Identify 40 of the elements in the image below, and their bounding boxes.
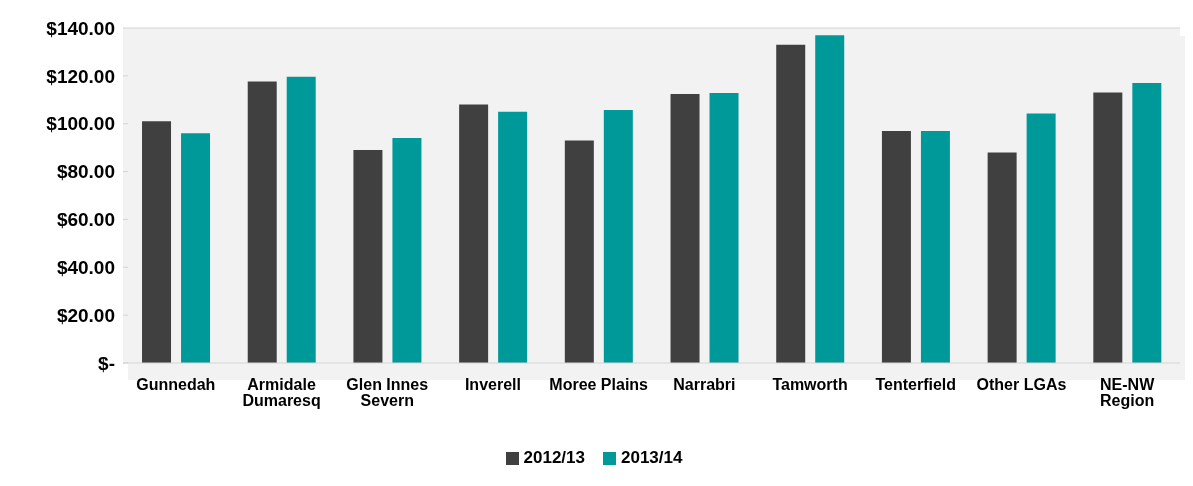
bar — [392, 138, 422, 363]
bar — [142, 121, 172, 363]
bar — [564, 140, 594, 363]
x-tick-label: NE-NW Region — [1100, 376, 1156, 410]
bar — [881, 130, 911, 363]
bar — [1132, 83, 1162, 363]
bar — [247, 81, 277, 363]
legend-label: 2012/13 — [522, 448, 585, 468]
x-tick-label: Moree Plains — [549, 376, 649, 394]
bar — [776, 44, 806, 363]
x-tick-label: Tamworth — [772, 376, 848, 394]
bar — [920, 130, 950, 363]
y-tick-label: $100.00 — [46, 113, 115, 135]
y-tick-label: $60.00 — [56, 209, 115, 231]
x-tick-label: Gunnedah — [136, 376, 216, 394]
x-tick-label: Tenterfield — [875, 376, 957, 394]
bar — [815, 35, 845, 363]
bar — [181, 133, 211, 363]
x-tick-label: Glen Innes Severn — [346, 376, 429, 410]
y-tick-label: $20.00 — [56, 304, 115, 326]
x-tick-label: Armidale Dumaresq — [242, 376, 321, 410]
bar — [670, 94, 700, 363]
bar — [1026, 113, 1056, 363]
x-tick-label: Inverell — [464, 376, 521, 394]
bar — [353, 150, 383, 363]
bar — [987, 152, 1017, 363]
bar — [709, 93, 739, 363]
bar — [1093, 92, 1123, 363]
bar — [459, 104, 489, 363]
bar — [286, 76, 316, 363]
y-tick-label: $80.00 — [56, 161, 115, 183]
legend-label: 2013/14 — [620, 448, 683, 468]
bar — [603, 110, 633, 363]
bar — [498, 111, 528, 363]
y-tick-label: $- — [98, 352, 115, 374]
x-tick-label: Narrabri — [673, 376, 736, 394]
y-tick-label: $140.00 — [46, 17, 115, 39]
y-tick-label: $40.00 — [56, 257, 115, 279]
y-tick-label: $120.00 — [46, 65, 115, 87]
x-tick-label: Other LGAs — [976, 376, 1067, 394]
